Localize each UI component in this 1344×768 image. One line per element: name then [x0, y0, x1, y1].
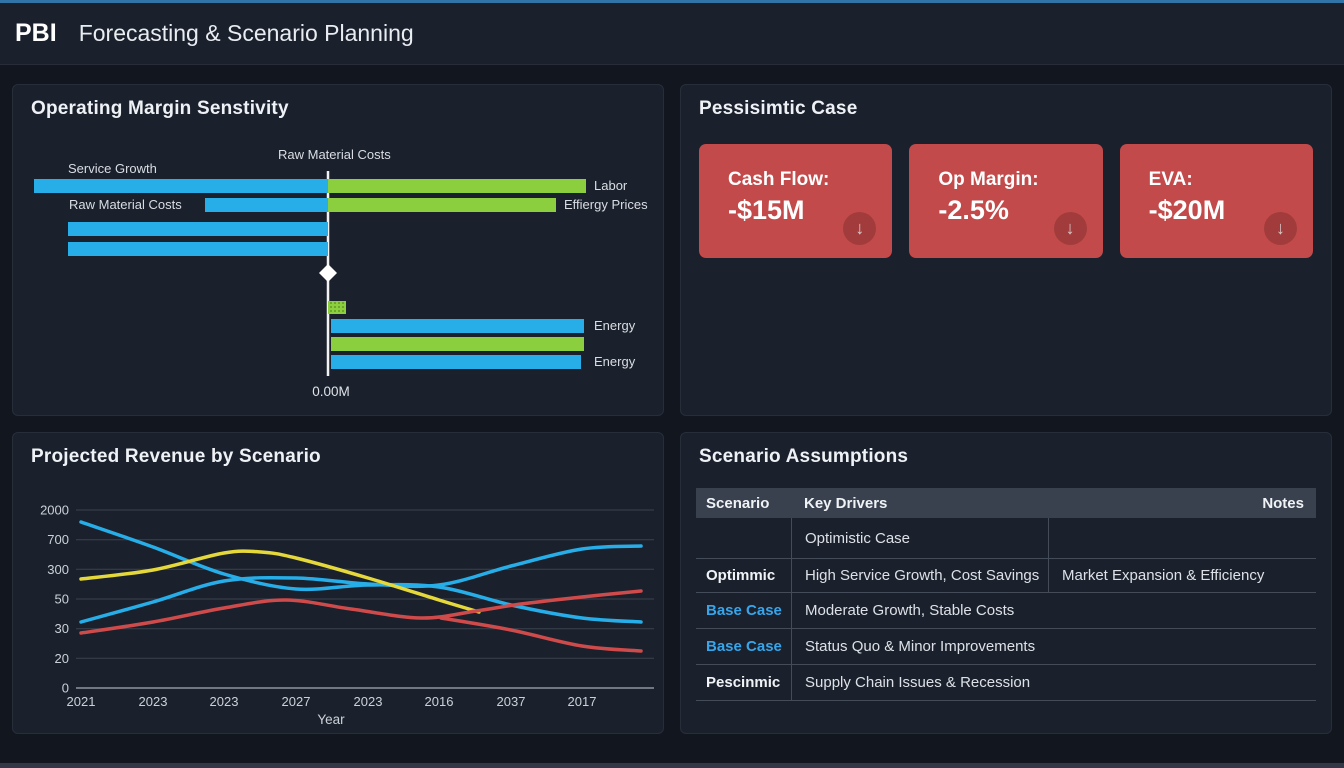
down-arrow-icon: ↓: [855, 218, 865, 238]
series-line-blue-ascending[interactable]: [79, 544, 643, 624]
kpi-card-label: Op Margin:: [938, 169, 1039, 190]
cell-key-drivers: Moderate Growth, Stable Costs: [791, 593, 1048, 628]
panel-operating-margin-sensitivity: Operating Margin Senstivity Service Grow…: [12, 84, 664, 416]
panel-scenario-assumptions: Scenario Assumptions Scenario Key Drivers…: [680, 432, 1332, 734]
x-axis-tick-label: 2021: [67, 694, 96, 709]
tornado-chart-title: Operating Margin Senstivity: [31, 98, 289, 119]
x-axis-tick-label: 2017: [568, 694, 597, 709]
tornado-bar-label: Service Growth: [68, 161, 157, 176]
column-header-notes[interactable]: Notes: [1262, 494, 1304, 512]
bottom-edge-strip: [0, 763, 1344, 768]
tornado-bar[interactable]: [328, 198, 556, 212]
table-row-4[interactable]: Pescinmic Supply Chain Issues & Recession: [696, 665, 1316, 701]
tornado-axis-value-label: 0.00M: [312, 384, 350, 399]
x-axis-tick-label: 2027: [282, 694, 311, 709]
tornado-bar-dot-overlay: [328, 301, 346, 314]
cell-key-drivers: High Service Growth, Cost Savings: [791, 559, 1048, 592]
cell-notes: Market Expansion & Efficiency: [1048, 559, 1316, 592]
kpi-card-0[interactable]: Cash Flow: -$15M ↓: [699, 144, 893, 258]
cell-notes: [1048, 665, 1316, 700]
current-value-diamond-marker[interactable]: [319, 264, 337, 282]
tornado-bar[interactable]: [68, 222, 328, 236]
cell-notes: [1048, 629, 1316, 664]
tornado-bar-label: Labor: [594, 178, 628, 193]
cell-notes: [1048, 518, 1316, 558]
kpi-card-label: Cash Flow:: [728, 169, 830, 190]
app-header: PBI Forecasting & Scenario Planning: [0, 3, 1344, 65]
cell-notes: [1048, 593, 1316, 628]
tornado-bar-label: Energy: [594, 354, 636, 369]
panel-projected-revenue: Projected Revenue by Scenario 2000 700 300…: [12, 432, 664, 734]
tornado-bar[interactable]: [328, 179, 586, 193]
page-title: Forecasting & Scenario Planning: [78, 20, 414, 46]
tornado-bar-label: Energy: [594, 318, 636, 333]
y-axis-tick-label: 50: [55, 592, 69, 607]
scenario-assumptions-table: Scenario Key Drivers Notes Optimistic Case O…: [696, 488, 1316, 701]
y-axis-tick-label: 20: [55, 651, 69, 666]
kpi-trend-badge: ↓: [1053, 212, 1087, 245]
kpi-card-value: -$15M: [728, 195, 805, 225]
tornado-chart[interactable]: Service Growth Raw Material Costs Labor Raw…: [13, 85, 663, 415]
pbi-logo: PBI: [15, 19, 57, 47]
tornado-bar-label: Effiergy Prices: [564, 197, 648, 212]
series-line-red[interactable]: [79, 589, 643, 635]
table-row-1[interactable]: Optimmic High Service Growth, Cost Saving…: [696, 559, 1316, 593]
line-chart-title: Projected Revenue by Scenario: [31, 446, 321, 467]
kpi-panel-title: Pessisimtic Case: [699, 98, 858, 119]
table-header-row: Scenario Key Drivers Notes: [696, 488, 1316, 518]
column-header-key-drivers[interactable]: Key Drivers: [804, 494, 888, 512]
y-axis-tick-label: 0: [62, 681, 69, 696]
kpi-card-row: Cash Flow: -$15M ↓ Op Margin: -2.5% ↓ EVA: -$20…: [699, 144, 1313, 258]
series-line-yellow[interactable]: [79, 549, 481, 614]
kpi-card-1[interactable]: Op Margin: -2.5% ↓: [909, 144, 1103, 258]
table-row-0[interactable]: Optimistic Case: [696, 518, 1316, 559]
table-row-3[interactable]: Base Case Status Quo & Minor Improvements: [696, 629, 1316, 665]
accent-top-strip: [0, 0, 1344, 3]
cell-key-drivers: Supply Chain Issues & Recession: [791, 665, 1048, 700]
tornado-bar[interactable]: [331, 337, 584, 351]
cell-key-drivers: Optimistic Case: [791, 518, 1048, 558]
x-axis-tick-label: 2037: [497, 694, 526, 709]
tornado-bar[interactable]: [205, 198, 328, 212]
kpi-card-label: EVA:: [1148, 169, 1193, 190]
y-axis-tick-label: 300: [47, 562, 69, 577]
panel-pessimistic-case: Pessisimtic Case Cash Flow: -$15M ↓ Op Marg…: [680, 84, 1332, 416]
kpi-trend-badge: ↓: [843, 212, 877, 245]
column-header-scenario[interactable]: Scenario: [706, 494, 770, 512]
x-axis-tick-label: 2023: [139, 694, 168, 709]
y-axis-tick-label: 2000: [40, 503, 69, 518]
table-row-2[interactable]: Base Case Moderate Growth, Stable Costs: [696, 593, 1316, 629]
tornado-bar-label: Raw Material Costs: [278, 147, 391, 162]
kpi-card-2[interactable]: EVA: -$20M ↓: [1119, 144, 1313, 258]
table-panel-title: Scenario Assumptions: [699, 446, 909, 467]
tornado-bar[interactable]: [68, 242, 328, 256]
down-arrow-icon: ↓: [1275, 218, 1285, 238]
tornado-bar[interactable]: [331, 355, 581, 369]
y-axis-tick-label: 30: [55, 621, 69, 636]
cell-key-drivers: Status Quo & Minor Improvements: [791, 629, 1048, 664]
x-axis-tick-label: 2023: [354, 694, 383, 709]
cell-scenario: Base Case: [706, 638, 782, 655]
kpi-card-value: -$20M: [1148, 195, 1226, 225]
y-axis-tick-label: 700: [47, 532, 69, 547]
cell-scenario: Optimmic: [706, 567, 776, 584]
x-axis-tick-label: 2016: [425, 694, 454, 709]
kpi-card-value: -2.5%: [938, 195, 1009, 225]
down-arrow-icon: ↓: [1065, 218, 1075, 238]
tornado-bar[interactable]: [34, 179, 328, 193]
cell-scenario: Pescinmic: [706, 674, 781, 691]
x-axis-title: Year: [317, 712, 345, 727]
tornado-bar-label: Raw Material Costs: [69, 197, 182, 212]
series-line-blue-descending[interactable]: [79, 520, 643, 624]
kpi-trend-badge: ↓: [1263, 212, 1297, 245]
tornado-bar[interactable]: [331, 319, 584, 333]
cell-scenario: Base Case: [706, 602, 782, 619]
series-line-red-fork[interactable]: [439, 616, 643, 653]
x-axis-tick-label: 2023: [210, 694, 239, 709]
